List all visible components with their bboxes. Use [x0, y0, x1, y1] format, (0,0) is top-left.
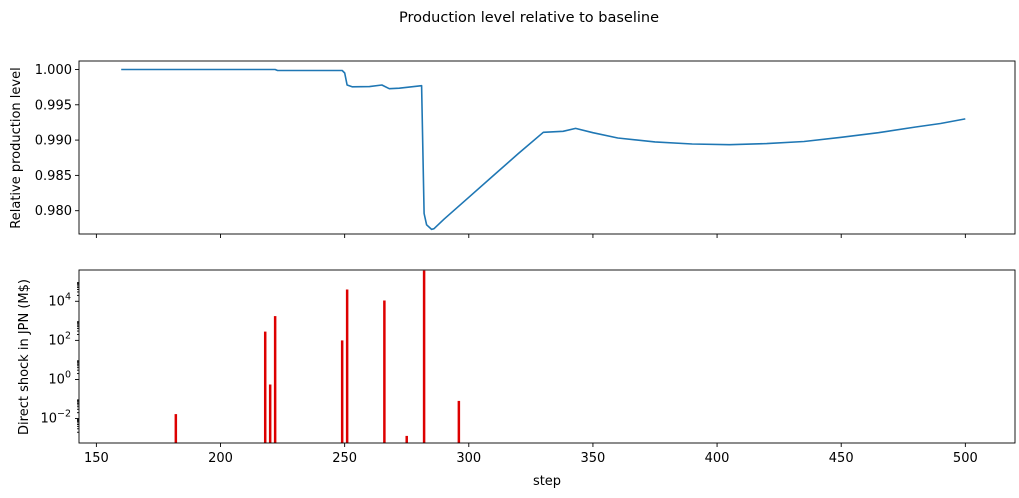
production-level-plot-area	[121, 68, 966, 231]
top-panel-frame	[78, 60, 1016, 235]
top-x-axis	[95, 234, 966, 238]
shock-bar	[383, 300, 386, 443]
bottom-y-axis: 10−2 100 102 104	[40, 282, 79, 433]
bottom-x-tick-label: 150	[84, 451, 109, 466]
bottom-y-tick-label: 10−2	[40, 409, 71, 427]
bottom-x-tick-label: 350	[581, 451, 606, 466]
top-y-tick-label: 0.995	[35, 98, 72, 113]
bottom-y-axis-title: Direct shock in JPN (M$)	[17, 279, 32, 435]
shock-bar	[273, 316, 277, 443]
bottom-y-tick-label: 100	[48, 369, 71, 387]
bottom-y-tick-label: 102	[48, 330, 71, 348]
production-line-series	[121, 68, 966, 231]
top-y-tick-label: 0.990	[35, 134, 72, 149]
direct-shock-plot-area	[174, 270, 461, 443]
shock-bar	[422, 270, 426, 443]
top-y-axis: 0.980 0.985 0.990 0.995 1.000	[35, 63, 79, 219]
top-y-tick-label: 0.980	[35, 204, 72, 219]
shock-bar	[268, 384, 272, 443]
top-y-tick-label: 0.985	[35, 169, 72, 184]
bottom-x-tick-label: 450	[829, 451, 854, 466]
shock-bar	[174, 414, 178, 443]
shock-bar	[345, 289, 349, 443]
bottom-y-tick-label: 104	[48, 291, 71, 309]
top-y-tick-label: 1.000	[35, 63, 72, 78]
shock-bar	[405, 435, 408, 443]
bottom-x-axis: 150 200 250 300 350 400 450 500	[84, 443, 978, 466]
bottom-x-tick-label: 500	[953, 451, 978, 466]
bottom-x-tick-label: 400	[705, 451, 730, 466]
bottom-x-axis-title: step	[533, 474, 561, 489]
direct-shock-panel: 10−2 100 102 104 150 200 250 300 350 400 450 500 D…	[17, 269, 1016, 489]
top-y-axis-title: Relative production level	[9, 67, 24, 228]
bottom-panel-frame	[78, 269, 1016, 444]
bottom-x-tick-label: 200	[208, 451, 233, 466]
bottom-x-tick-label: 300	[456, 451, 481, 466]
figure-title: Production level relative to baseline	[399, 10, 659, 26]
bottom-x-tick-label: 250	[332, 451, 357, 466]
shock-bar	[457, 400, 461, 443]
production-level-panel: 0.980 0.985 0.990 0.995 1.000 Relative produ…	[9, 60, 1016, 238]
shock-bar	[263, 331, 267, 443]
shock-bar	[340, 340, 344, 443]
